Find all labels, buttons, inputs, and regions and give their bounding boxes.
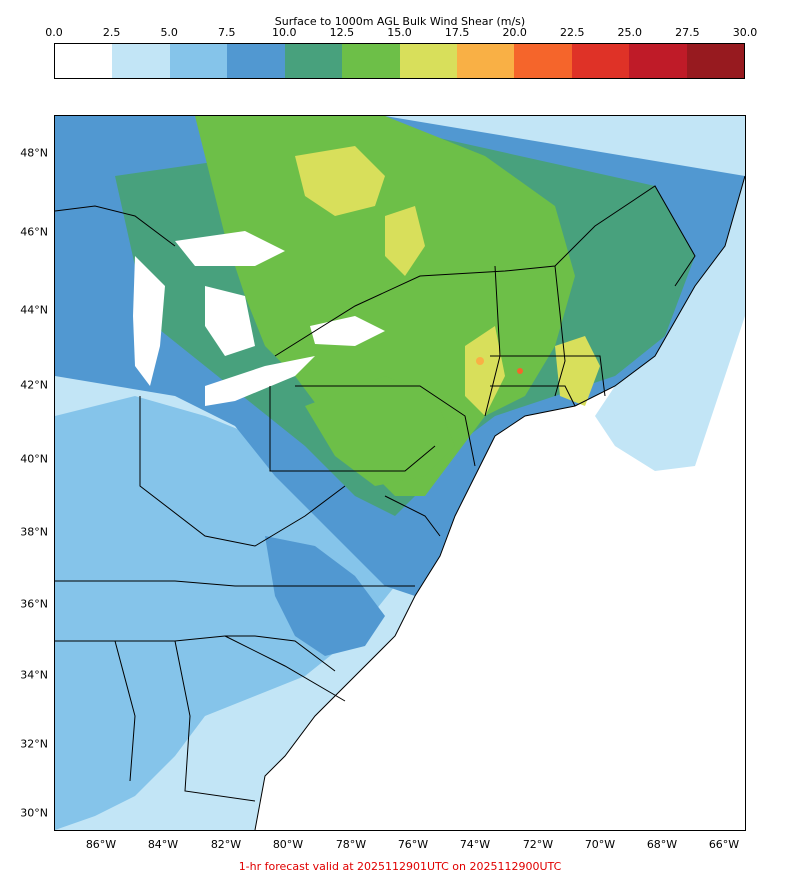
colorbar-tick: 12.5 — [329, 26, 355, 39]
colorbar-tick: 30.0 — [732, 26, 758, 39]
colorbar-tick: 10.0 — [272, 26, 297, 39]
lon-label: 68°W — [646, 838, 678, 851]
colorbar-segment-10 — [629, 44, 687, 78]
lat-label: 40°N — [20, 452, 48, 466]
forecast-valid-caption: 1-hr forecast valid at 2025112901UTC on … — [238, 860, 562, 873]
colorbar-segment-4 — [284, 44, 343, 78]
lon-label: 80°W — [272, 838, 304, 851]
lat-label: 46°N — [20, 225, 48, 239]
colorbar — [54, 43, 745, 79]
lon-label: 70°W — [584, 838, 616, 851]
colorbar-tick-labels: 0.0 2.5 5.0 7.5 10.0 12.5 15.0 17.5 20.0… — [0, 26, 800, 40]
colorbar-tick: 20.0 — [502, 26, 527, 39]
colorbar-tick: 27.5 — [675, 26, 700, 39]
map-canvas — [55, 116, 745, 830]
colorbar-tick: 7.5 — [218, 26, 236, 39]
colorbar-segment-11 — [686, 44, 745, 78]
lat-label: 44°N — [20, 303, 48, 317]
lat-label: 38°N — [20, 525, 48, 539]
colorbar-segment-8 — [514, 44, 572, 78]
colorbar-segment-9 — [571, 44, 630, 78]
lon-label: 86°W — [85, 838, 117, 851]
colorbar-segment-0 — [55, 44, 113, 78]
lon-label: 76°W — [397, 838, 429, 851]
lon-label: 74°W — [459, 838, 491, 851]
lat-label: 34°N — [20, 668, 48, 682]
colorbar-segment-7 — [456, 44, 515, 78]
lon-label: 78°W — [335, 838, 367, 851]
colorbar-segment-5 — [342, 44, 400, 78]
colorbar-tick: 22.5 — [560, 26, 585, 39]
lat-label: 48°N — [20, 146, 48, 160]
lon-label: 72°W — [522, 838, 554, 851]
colorbar-tick: 0.0 — [45, 26, 63, 39]
colorbar-segment-3 — [227, 44, 285, 78]
lon-label: 66°W — [708, 838, 740, 851]
lon-label: 84°W — [147, 838, 179, 851]
colorbar-segment-1 — [112, 44, 170, 78]
colorbar-title: Surface to 1000m AGL Bulk Wind Shear (m/… — [274, 15, 526, 28]
lon-label: 82°W — [210, 838, 242, 851]
colorbar-tick: 25.0 — [617, 26, 643, 39]
wind-shear-map[interactable] — [54, 115, 746, 831]
colorbar-segment-2 — [169, 44, 228, 78]
colorbar-segment-6 — [399, 44, 457, 78]
lat-label: 42°N — [20, 378, 48, 392]
lat-label: 30°N — [20, 806, 48, 820]
colorbar-tick: 2.5 — [102, 26, 121, 39]
colorbar-tick: 17.5 — [444, 26, 470, 39]
colorbar-tick: 15.0 — [387, 26, 412, 39]
colorbar-tick: 5.0 — [160, 26, 178, 39]
lat-label: 32°N — [20, 737, 48, 751]
lat-label: 36°N — [20, 597, 48, 611]
